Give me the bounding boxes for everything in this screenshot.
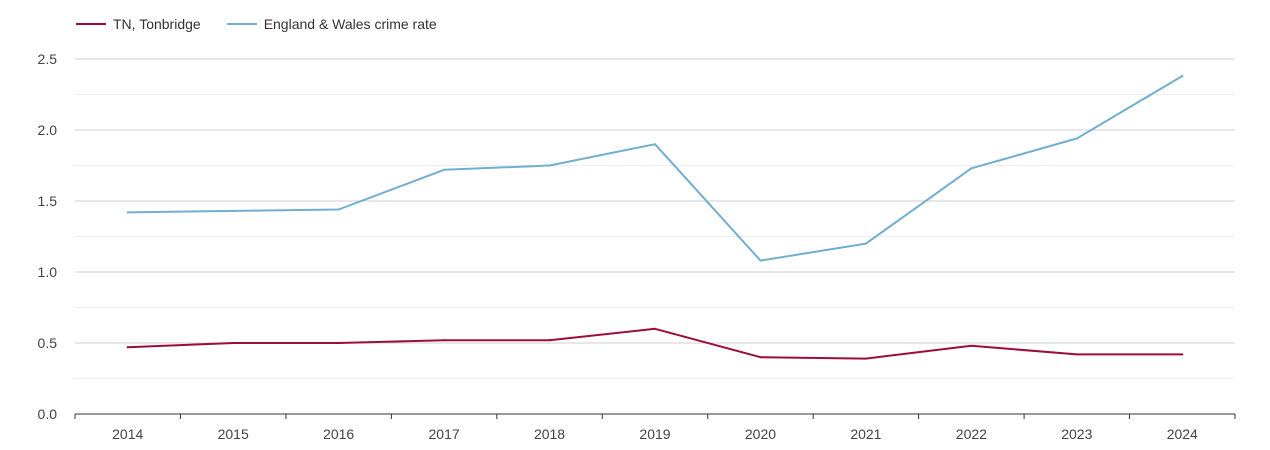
y-tick-label: 0.5 — [38, 335, 58, 351]
series-lines — [126, 75, 1184, 360]
legend-item-tonbridge[interactable]: TN, Tonbridge — [76, 16, 201, 32]
x-tick-label: 2022 — [956, 426, 987, 442]
data-point — [654, 327, 656, 330]
x-tick-label: 2015 — [218, 426, 249, 442]
x-axis: 2014 2015 2016 2017 2018 2019 2020 2021 2022 2023… — [74, 413, 1236, 442]
data-point — [759, 259, 762, 262]
data-point — [232, 342, 235, 344]
gridlines — [75, 58, 1235, 379]
data-point — [126, 211, 129, 214]
data-point — [443, 339, 446, 342]
data-point — [443, 168, 446, 171]
data-point — [1075, 353, 1078, 356]
x-tick-label: 2019 — [639, 426, 670, 442]
data-point — [337, 208, 340, 211]
legend-swatch-tonbridge — [76, 23, 106, 25]
x-tick-label: 2020 — [745, 426, 776, 442]
legend-label-england-wales: England & Wales crime rate — [263, 16, 437, 32]
x-tick-label: 2014 — [112, 426, 143, 442]
legend-item-england-wales[interactable]: England & Wales crime rate — [226, 16, 437, 32]
legend-label-tonbridge: TN, Tonbridge — [113, 16, 201, 32]
data-point — [1075, 137, 1078, 140]
y-tick-label: 0.0 — [38, 406, 58, 422]
y-tick-label: 2.0 — [38, 122, 58, 138]
data-point — [232, 209, 235, 212]
data-point — [864, 357, 867, 360]
data-point — [1181, 353, 1184, 356]
series-line-tonbridge — [126, 327, 1184, 360]
data-point — [548, 339, 551, 342]
data-point — [759, 356, 762, 359]
y-tick-label: 1.0 — [38, 264, 58, 280]
x-tick-label: 2016 — [323, 426, 354, 442]
y-tick-label: 1.5 — [38, 193, 58, 209]
data-point — [1181, 75, 1184, 78]
y-axis: 0.0 0.5 1.0 1.5 2.0 2.5 — [38, 51, 58, 422]
legend: TN, Tonbridge England & Wales crime rate — [76, 16, 463, 32]
y-tick-label: 2.5 — [38, 51, 58, 67]
x-tick-label: 2023 — [1061, 426, 1092, 442]
x-tick-label: 2021 — [850, 426, 881, 442]
data-point — [548, 164, 551, 167]
legend-swatch-england-wales — [226, 23, 257, 25]
x-tick-label: 2018 — [534, 426, 565, 442]
data-point — [654, 143, 656, 146]
x-tick-label: 2017 — [429, 426, 460, 442]
data-point — [337, 342, 340, 344]
data-point — [970, 167, 973, 170]
data-point — [970, 344, 973, 347]
x-tick-label: 2024 — [1167, 426, 1198, 442]
data-point — [864, 242, 867, 245]
data-point — [126, 346, 129, 349]
series-line-england-wales — [126, 75, 1184, 262]
